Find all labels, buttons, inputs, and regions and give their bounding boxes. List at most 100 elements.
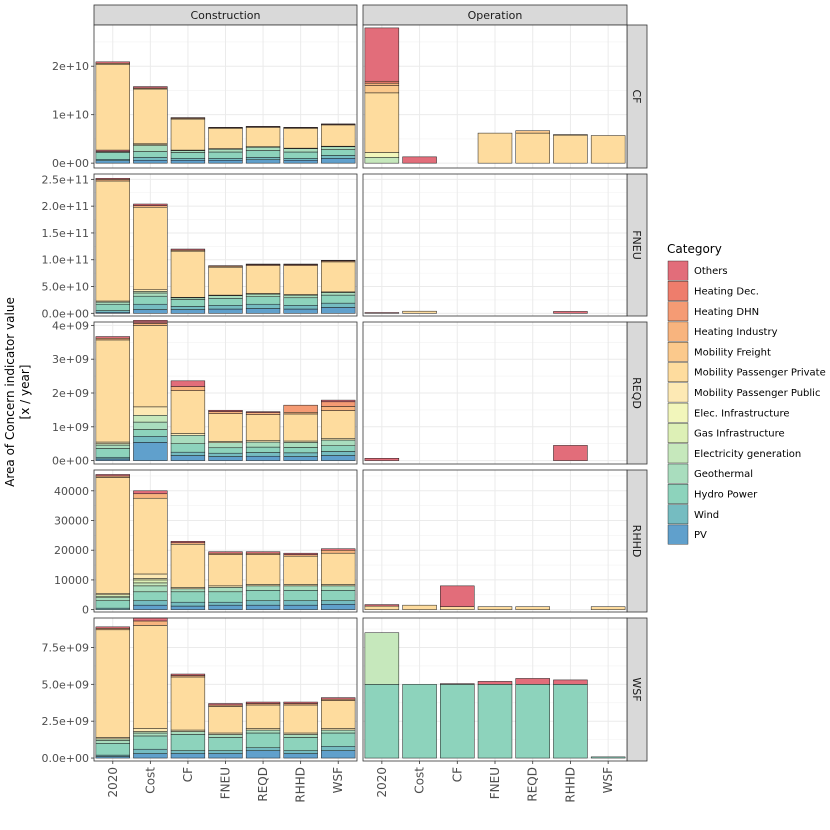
bar-segment-wsf-construction-2020-hydro-power — [95, 743, 130, 756]
bar-segment-rhhd-construction-reqd-geothermal — [245, 585, 281, 591]
bar-segment-reqd-construction-wsf-mobility-passenger-public — [321, 438, 356, 441]
panel-border — [93, 173, 358, 317]
bar-segment-cf-operation-cost-others — [402, 156, 437, 164]
bar-segment-cf-construction-2020-mobility-passenger-private — [95, 64, 130, 151]
bar-segment-wsf-construction-wsf-geothermal — [321, 729, 356, 734]
panel-border — [362, 321, 628, 465]
bar-segment-cf-construction-reqd-pv — [245, 159, 281, 164]
bar-segment-wsf-operation-reqd-hydro-power — [515, 684, 550, 759]
bar-segment-wsf-construction-wsf-pv — [321, 750, 356, 759]
bar-segment-fneu-construction-fneu-pv — [208, 308, 243, 314]
bar-segment-fneu-construction-cf-pv — [170, 309, 206, 314]
bar-segment-wsf-construction-fneu-hydro-power — [208, 737, 243, 751]
panel-border — [362, 24, 628, 169]
bar-segment-wsf-construction-cf-geothermal — [170, 731, 206, 735]
bar-segment-wsf-operation-2020-electricity-generation — [364, 632, 400, 685]
bar-segment-reqd-construction-rhhd-wind — [283, 452, 318, 457]
bar-segment-reqd-construction-rhhd-pv — [283, 456, 318, 461]
bar-segment-wsf-construction-fneu-geothermal — [208, 734, 243, 738]
legend-label-heating-dhn: Heating DHN — [694, 307, 759, 318]
bar-segment-wsf-construction-reqd-pv — [245, 750, 281, 759]
bar-segment-fneu-construction-reqd-others — [245, 263, 281, 265]
bar-segment-fneu-construction-reqd-wind — [245, 303, 281, 309]
bar-segment-reqd-construction-wsf-heating-industry — [321, 406, 356, 411]
bar-segment-fneu-construction-2020-geothermal — [95, 301, 130, 305]
panel-rhhd-construction — [93, 469, 358, 613]
legend-label-pv: PV — [694, 530, 707, 541]
legend-key-wind — [667, 504, 689, 525]
bar-segment-cf-construction-reqd-hydro-power — [245, 150, 281, 158]
bar-segment-cf-construction-cf-pv — [170, 159, 206, 164]
bar-segment-reqd-construction-fneu-mobility-passenger-private — [208, 413, 243, 442]
legend-label-wind: Wind — [694, 510, 719, 521]
x-tick-label-construction-2020: 2020 — [106, 767, 120, 798]
legend-key-heating-industry — [667, 321, 689, 342]
bar-segment-wsf-operation-rhhd-hydro-power — [553, 684, 588, 759]
bar-segment-cf-construction-cf-hydro-power — [170, 152, 206, 159]
bar-segment-rhhd-construction-reqd-mobility-passenger-private — [245, 554, 281, 585]
bar-segment-wsf-construction-wsf-others — [321, 697, 356, 700]
bar-segment-fneu-construction-fneu-geothermal — [208, 295, 243, 299]
bar-segment-fneu-construction-fneu-hydro-power — [208, 298, 243, 306]
bar-segment-rhhd-construction-cost-pv — [133, 604, 168, 610]
bar-segment-rhhd-construction-cost-hydro-power — [133, 591, 168, 601]
bar-segment-wsf-construction-rhhd-wind — [283, 750, 318, 754]
legend-key-elec-infrastructure — [667, 402, 689, 423]
bar-segment-cf-construction-rhhd-hydro-power — [283, 151, 318, 159]
bar-segment-wsf-construction-fneu-pv — [208, 753, 243, 759]
bar-segment-fneu-construction-reqd-mobility-passenger-private — [245, 265, 281, 294]
bar-segment-rhhd-construction-2020-others — [95, 474, 130, 477]
bar-segment-fneu-operation-rhhd-others — [553, 311, 588, 314]
bar-segment-rhhd-construction-2020-mobility-passenger-private — [95, 477, 130, 594]
bar-segment-rhhd-operation-wsf-mobility-passenger-private — [590, 606, 626, 610]
y-tick-label-rhhd: 20000 — [54, 544, 89, 557]
x-tick-label-operation-fneu: FNEU — [488, 767, 502, 799]
bar-segment-wsf-construction-cost-mobility-passenger-private — [133, 625, 168, 729]
bar-segment-fneu-construction-cf-wind — [170, 306, 206, 310]
bar-segment-rhhd-construction-cost-geothermal — [133, 585, 168, 593]
bar-segment-fneu-construction-wsf-mobility-passenger-private — [321, 261, 356, 293]
bar-segment-cf-operation-2020-electricity-generation — [364, 157, 400, 164]
panel-border — [362, 469, 628, 613]
bar-segment-wsf-operation-wsf-hydro-power — [590, 756, 626, 759]
bar-segment-rhhd-construction-2020-hydro-power — [95, 600, 130, 609]
bar-segment-cf-construction-2020-hydro-power — [95, 152, 130, 160]
bar-segment-rhhd-construction-cost-mobility-passenger-private — [133, 497, 168, 575]
bar-segment-cf-construction-wsf-mobility-passenger-private — [321, 124, 356, 147]
bar-segment-reqd-construction-reqd-others — [245, 411, 281, 413]
x-tick-label-construction-reqd: REQD — [256, 767, 270, 802]
y-tick-label-cf: 0e+00 — [52, 157, 89, 170]
bar-segment-reqd-construction-rhhd-heating-dhn — [283, 404, 318, 413]
bar-segment-rhhd-construction-fneu-pv — [208, 604, 243, 610]
bar-segment-wsf-operation-cf-others — [440, 683, 475, 685]
bar-segment-rhhd-construction-reqd-hydro-power — [245, 590, 281, 601]
bar-segment-cf-construction-reqd-wind — [245, 157, 281, 161]
bar-segment-reqd-construction-cf-hydro-power — [170, 443, 206, 453]
legend-label-heating-dec: Heating Dec. — [694, 286, 759, 297]
bar-segment-reqd-construction-cf-mobility-passenger-public — [170, 433, 206, 436]
panel-wsf-construction — [93, 617, 358, 762]
bar-segment-reqd-construction-cost-wind — [133, 436, 168, 443]
bar-segment-rhhd-construction-wsf-wind — [321, 600, 356, 605]
bar-segment-wsf-construction-cost-geothermal — [133, 732, 168, 737]
bar-segment-reqd-construction-fneu-pv — [208, 456, 243, 461]
x-tick-label-operation-cost: Cost — [413, 767, 427, 794]
bar-segment-rhhd-construction-fneu-mobility-passenger-private — [208, 554, 243, 587]
bar-segment-rhhd-construction-rhhd-pv — [283, 604, 318, 610]
bar-segment-rhhd-construction-reqd-wind — [245, 600, 281, 606]
bar-segment-wsf-construction-cost-wind — [133, 748, 168, 754]
bar-segment-cf-operation-reqd-mobility-freight — [515, 130, 550, 134]
bar-segment-rhhd-construction-cf-geothermal — [170, 588, 206, 593]
bar-segment-reqd-construction-2020-hydro-power — [95, 448, 130, 458]
x-tick-label-construction-rhhd: RHHD — [294, 767, 308, 803]
bar-segment-reqd-construction-cost-heating-industry — [133, 323, 168, 326]
y-tick-label-cf: 2e+10 — [52, 60, 89, 73]
bar-segment-rhhd-operation-2020-mobility-passenger-private — [364, 605, 400, 610]
bar-segment-rhhd-construction-fneu-others — [208, 551, 243, 554]
bar-segment-fneu-construction-cost-mobility-passenger-private — [133, 206, 168, 290]
bar-segment-fneu-construction-rhhd-wind — [283, 305, 318, 310]
bar-segment-rhhd-construction-rhhd-wind — [283, 600, 318, 606]
panel-cf-operation — [362, 24, 628, 169]
bar-segment-cf-construction-wsf-wind — [321, 155, 356, 159]
